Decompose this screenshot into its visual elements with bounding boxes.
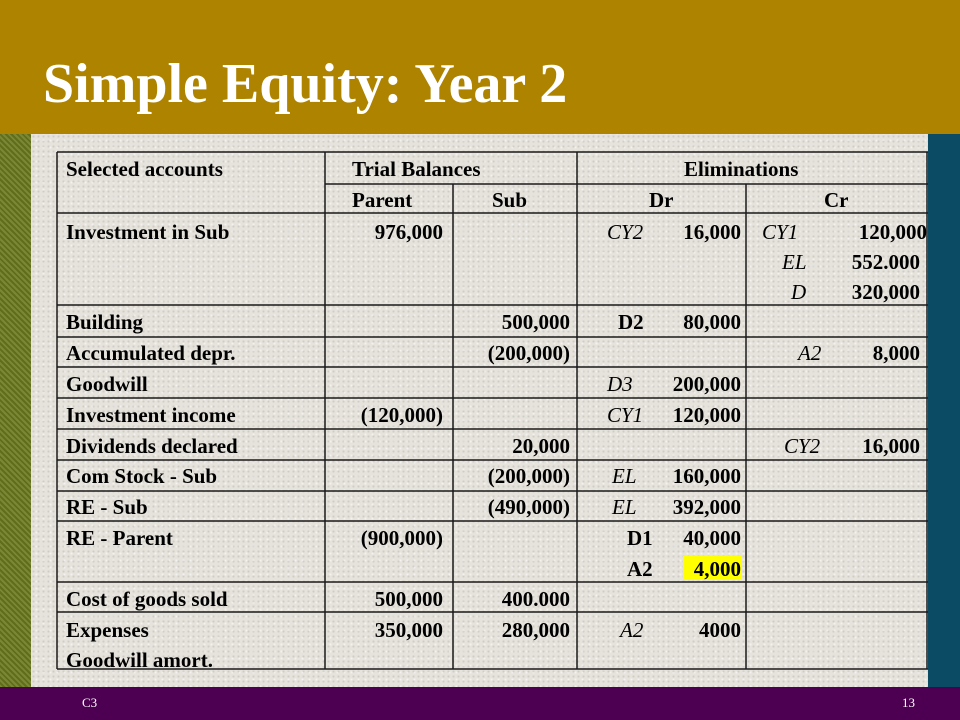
cr-amount: 16,000	[862, 434, 920, 458]
dr-amount: 4000	[699, 618, 741, 642]
parent-balance: (120,000)	[360, 403, 443, 427]
cr-amount: 320,000	[851, 280, 920, 304]
dr-code: EL	[612, 495, 637, 519]
cr-code: CY2	[784, 434, 821, 458]
dr-code: CY2	[607, 220, 644, 244]
header-dr: Dr	[649, 188, 674, 212]
sub-balance: (200,000)	[487, 464, 570, 488]
dr-code: D2	[618, 310, 644, 334]
account-name: Accumulated depr.	[66, 341, 236, 365]
dr-code: A2	[627, 557, 653, 581]
header-trial-balances: Trial Balances	[352, 157, 481, 181]
slide-number: 13	[902, 695, 915, 710]
dr-code: EL	[612, 464, 637, 488]
cr-code: D	[791, 280, 807, 304]
footer-chapter: C3	[82, 695, 98, 710]
right-decorative-bar	[928, 134, 960, 687]
dr-amount: 160,000	[672, 464, 741, 488]
sub-balance: 400.000	[501, 587, 570, 611]
slide-body	[31, 134, 928, 687]
parent-balance: (900,000)	[360, 526, 443, 550]
parent-balance: 500,000	[374, 587, 443, 611]
left-decorative-bar	[0, 134, 31, 687]
account-name-line2: Goodwill amort.	[66, 648, 213, 672]
cr-code: EL	[782, 250, 807, 274]
account-name: Com Stock - Sub	[66, 464, 218, 488]
parent-balance: 350,000	[374, 618, 443, 642]
account-name: Building	[66, 310, 144, 334]
dr-amount: 200,000	[672, 372, 741, 396]
cr-amount: 120,000	[858, 220, 927, 244]
title-bar: Simple Equity: Year 2	[0, 0, 960, 134]
header-sub: Sub	[492, 188, 528, 212]
account-name: Cost of goods sold	[66, 587, 228, 611]
account-name: RE - Sub	[66, 495, 148, 519]
dr-code: D3	[607, 372, 633, 396]
account-name: Goodwill	[66, 372, 148, 396]
sub-balance: 280,000	[501, 618, 570, 642]
dr-amount: 392,000	[672, 495, 741, 519]
dr-amount: 80,000	[683, 310, 741, 334]
dr-amount: 40,000	[683, 526, 741, 550]
account-name: Expenses	[66, 618, 149, 642]
header-cr: Cr	[824, 188, 849, 212]
parent-balance: 976,000	[374, 220, 443, 244]
dr-amount: 120,000	[672, 403, 741, 427]
account-name: RE - Parent	[66, 526, 173, 550]
dr-amount-highlighted: 4,000	[693, 557, 741, 581]
header-eliminations: Eliminations	[684, 157, 799, 181]
dr-code: D1	[627, 526, 653, 550]
sub-balance: (200,000)	[487, 341, 570, 365]
account-name: Dividends declared	[66, 434, 238, 458]
cr-amount: 8,000	[872, 341, 920, 365]
dr-amount: 16,000	[683, 220, 741, 244]
header-selected-accounts: Selected accounts	[66, 157, 223, 181]
sub-balance: 500,000	[501, 310, 570, 334]
account-name: Investment income	[66, 403, 236, 427]
sub-balance: 20,000	[512, 434, 570, 458]
dr-code: CY1	[607, 403, 644, 427]
highlight-box	[683, 556, 742, 579]
dr-code: A2	[620, 618, 644, 642]
cr-code: A2	[798, 341, 822, 365]
cr-amount: 552.000	[851, 250, 920, 274]
sub-balance: (490,000)	[487, 495, 570, 519]
account-name: Investment in Sub	[66, 220, 230, 244]
cr-code: CY1	[762, 220, 799, 244]
header-parent: Parent	[352, 188, 413, 212]
footer-bar: C3 13	[0, 687, 960, 720]
slide-title: Simple Equity: Year 2	[43, 53, 568, 115]
